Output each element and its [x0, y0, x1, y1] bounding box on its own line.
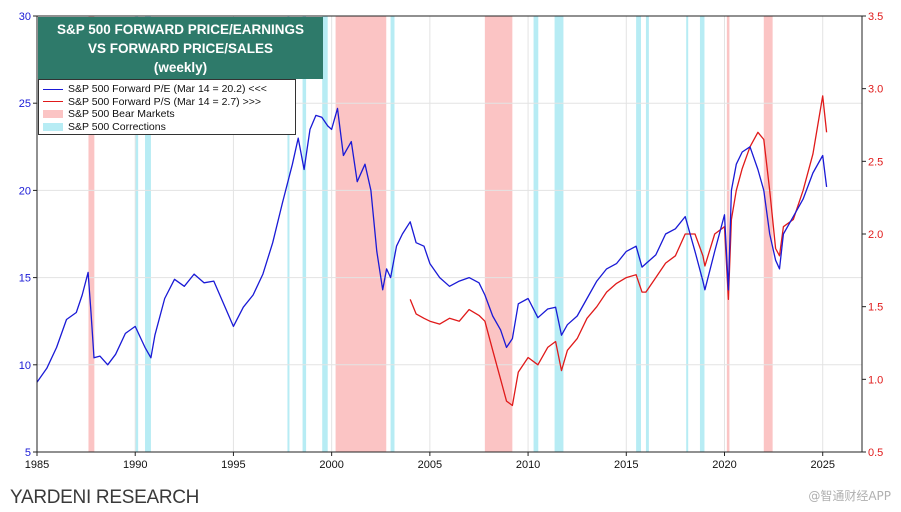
chart-title-line2: VS FORWARD PRICE/SALES: [87, 41, 274, 56]
correction-band-7: [554, 16, 564, 452]
legend-label-pe: S&P 500 Forward P/E (Mar 14 = 20.2) <<<: [68, 83, 267, 95]
chart-title-box: S&P 500 FORWARD PRICE/EARNINGS VS FORWAR…: [38, 17, 323, 79]
x-tick-label-5: 2010: [516, 459, 540, 471]
y-right-tick-label-4: 2.5: [868, 156, 883, 168]
y-right-tick-label-5: 3.0: [868, 84, 883, 96]
series-forward-ps-line: [409, 95, 828, 407]
correction-band-8: [636, 16, 642, 452]
legend-item-bear: S&P 500 Bear Markets: [43, 108, 291, 121]
left-axis: 5 10 15 20 25 30: [19, 11, 37, 459]
y-left-tick-label-2: 15: [19, 273, 31, 285]
y-left-tick-label-1: 10: [19, 360, 31, 372]
x-axis: 1985 1990 1995 2000 2005 2010 2015 2020 2025: [25, 452, 835, 471]
x-tick-label-7: 2020: [712, 459, 736, 471]
y-right-tick-label-1: 1.0: [868, 374, 883, 386]
legend-swatch-pe: [43, 88, 63, 90]
bear-market-band-3: [726, 16, 730, 452]
x-tick-label-3: 2000: [319, 459, 343, 471]
correction-band-1: [145, 16, 151, 452]
bear-market-band-4: [763, 16, 773, 452]
right-axis: 0.5 1.0 1.5 2.0 2.5 3.0 3.5: [862, 11, 883, 459]
x-tick-label-6: 2015: [614, 459, 638, 471]
legend-item-ps: S&P 500 Forward P/S (Mar 14 = 2.7) >>>: [43, 96, 291, 109]
correction-band-5: [390, 16, 395, 452]
x-tick-label-2: 1995: [221, 459, 245, 471]
legend-swatch-ps: [43, 101, 63, 103]
bear-market-band-1: [335, 16, 387, 452]
source-label: YARDENI RESEARCH: [10, 487, 200, 508]
y-left-tick-label-3: 20: [19, 185, 31, 197]
correction-band-6: [533, 16, 539, 452]
legend-label-corrections: S&P 500 Corrections: [68, 120, 166, 133]
legend-swatch-bear: [43, 110, 63, 119]
y-right-tick-label-0: 0.5: [868, 447, 883, 459]
x-tick-label-1: 1990: [123, 459, 147, 471]
correction-band-3: [302, 16, 307, 452]
y-left-tick-label-4: 25: [19, 98, 31, 110]
series-layer: [36, 95, 828, 407]
legend-label-bear: S&P 500 Bear Markets: [68, 108, 175, 120]
y-right-tick-label-6: 3.5: [868, 11, 883, 23]
chart-title-line3: (weekly): [153, 60, 208, 75]
y-right-tick-label-3: 2.0: [868, 229, 883, 241]
correction-band-9: [645, 16, 649, 452]
band-layer: [88, 16, 773, 452]
correction-band-0: [135, 16, 139, 452]
y-left-tick-label-0: 5: [25, 447, 31, 459]
correction-band-11: [699, 16, 705, 452]
legend-item-corrections: S&P 500 Corrections: [43, 121, 291, 134]
x-tick-label-8: 2025: [810, 459, 834, 471]
bear-market-band-2: [484, 16, 513, 452]
series-forward-pe-line: [36, 107, 828, 383]
legend-item-pe: S&P 500 Forward P/E (Mar 14 = 20.2) <<<: [43, 83, 291, 96]
y-left-tick-label-5: 30: [19, 11, 31, 23]
watermark: @智通财经APP: [808, 489, 891, 503]
legend: S&P 500 Forward P/E (Mar 14 = 20.2) <<< …: [38, 79, 296, 135]
x-tick-label-4: 2005: [418, 459, 442, 471]
chart-title-line1: S&P 500 FORWARD PRICE/EARNINGS: [56, 22, 305, 37]
legend-label-ps: S&P 500 Forward P/S (Mar 14 = 2.7) >>>: [68, 95, 261, 108]
legend-swatch-corrections: [43, 122, 63, 131]
x-tick-label-0: 1985: [25, 459, 49, 471]
correction-band-2: [287, 16, 290, 452]
y-right-tick-label-2: 1.5: [868, 302, 883, 314]
correction-band-4: [322, 16, 328, 452]
bear-market-band-0: [88, 16, 95, 452]
